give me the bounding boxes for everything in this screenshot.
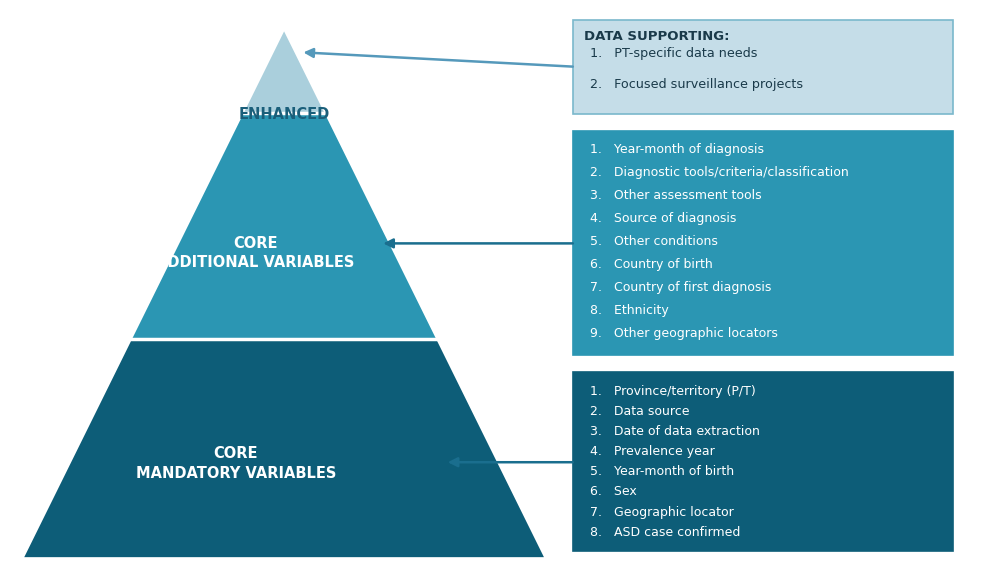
Text: DATA SUPPORTING:: DATA SUPPORTING: xyxy=(584,30,730,44)
Text: 9.   Other geographic locators: 9. Other geographic locators xyxy=(590,327,778,340)
Text: 1.   Province/territory (P/T): 1. Province/territory (P/T) xyxy=(590,385,756,398)
Text: 4.   Prevalence year: 4. Prevalence year xyxy=(590,445,715,458)
Polygon shape xyxy=(244,31,324,113)
Text: 3.   Other assessment tools: 3. Other assessment tools xyxy=(590,189,762,202)
Text: 7.   Geographic locator: 7. Geographic locator xyxy=(590,506,734,519)
Text: 3.   Date of data extraction: 3. Date of data extraction xyxy=(590,425,760,438)
Text: 6.   Sex: 6. Sex xyxy=(590,485,637,498)
Text: CORE
MANDATORY VARIABLES: CORE MANDATORY VARIABLES xyxy=(136,446,336,481)
FancyBboxPatch shape xyxy=(573,20,953,114)
Text: 1.   Year-month of diagnosis: 1. Year-month of diagnosis xyxy=(590,143,764,157)
Text: CORE
ADDITIONAL VARIABLES: CORE ADDITIONAL VARIABLES xyxy=(156,235,355,270)
Text: ENHANCED: ENHANCED xyxy=(239,107,330,122)
Text: 1.   PT-specific data needs: 1. PT-specific data needs xyxy=(590,48,758,60)
Text: 2.   Focused surveillance projects: 2. Focused surveillance projects xyxy=(590,78,803,90)
Text: 6.   Country of birth: 6. Country of birth xyxy=(590,258,713,271)
Polygon shape xyxy=(25,339,544,557)
FancyBboxPatch shape xyxy=(573,372,953,552)
Text: 8.   Ethnicity: 8. Ethnicity xyxy=(590,304,669,317)
Polygon shape xyxy=(133,113,436,339)
Text: 8.   ASD case confirmed: 8. ASD case confirmed xyxy=(590,525,740,539)
Text: 2.   Diagnostic tools/criteria/classification: 2. Diagnostic tools/criteria/classificat… xyxy=(590,166,848,179)
Text: 2.   Data source: 2. Data source xyxy=(590,405,689,418)
Text: 7.   Country of first diagnosis: 7. Country of first diagnosis xyxy=(590,281,772,294)
FancyBboxPatch shape xyxy=(573,131,953,356)
Text: 5.   Other conditions: 5. Other conditions xyxy=(590,235,718,248)
Text: 4.   Source of diagnosis: 4. Source of diagnosis xyxy=(590,212,736,225)
Text: 5.   Year-month of birth: 5. Year-month of birth xyxy=(590,465,735,478)
